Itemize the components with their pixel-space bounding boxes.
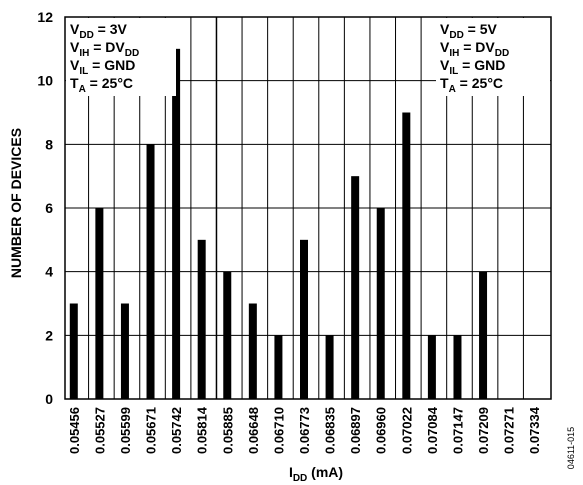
x-tick-label: 0.05742 <box>169 407 184 454</box>
x-tick-labels: 0.05456 0.05527 0.05599 0.05671 0.05742 0.058… <box>67 406 542 454</box>
condition-box-bg <box>436 18 550 96</box>
x-tick-label: 0.07271 <box>502 407 517 454</box>
x-tick-label: 0.07147 <box>450 407 465 454</box>
y-tick-label: 4 <box>45 264 53 280</box>
condition-line: VDD = 5V <box>440 21 498 41</box>
y-tick-label: 6 <box>45 200 53 216</box>
x-tick-label: 0.07022 <box>399 407 414 454</box>
condition-line: VIH = DVDD <box>70 39 139 59</box>
bar <box>453 335 462 399</box>
condition-line: VIL = GND <box>440 57 505 77</box>
bar <box>95 208 104 399</box>
condition-box-bg <box>66 18 176 96</box>
bar <box>120 303 129 399</box>
condition-line: TA = 25°C <box>440 75 503 95</box>
x-tick-label: 0.05527 <box>92 407 107 454</box>
x-tick-label: 0.06773 <box>297 407 312 454</box>
bar <box>69 303 78 399</box>
x-tick-label: 0.05671 <box>144 407 159 454</box>
bar <box>197 239 206 399</box>
x-tick-label: 0.05885 <box>220 407 235 454</box>
bar <box>402 112 411 399</box>
x-tick-label: 0.06648 <box>246 407 261 454</box>
bars <box>69 48 488 399</box>
bar <box>479 271 488 399</box>
bar <box>223 271 232 399</box>
y-tick-label: 2 <box>45 327 53 343</box>
x-tick-label: 0.05599 <box>118 407 133 454</box>
bar <box>172 48 181 399</box>
y-tick-label: 8 <box>45 136 53 152</box>
x-tick-label: 0.06897 <box>348 407 363 454</box>
condition-line: VIL = GND <box>70 57 135 77</box>
bar <box>146 144 155 399</box>
y-axis-label: NUMBER OF DEVICES <box>8 128 24 278</box>
bar <box>248 303 257 399</box>
condition-line: TA = 25°C <box>70 75 133 95</box>
x-tick-label: 0.06835 <box>323 407 338 454</box>
x-tick-label: 0.07334 <box>527 406 542 454</box>
bar <box>376 208 385 399</box>
x-tick-label: 0.06960 <box>374 407 389 454</box>
x-tick-label: 0.07209 <box>476 407 491 454</box>
condition-line: VIH = DVDD <box>440 39 509 59</box>
condition-line: VDD = 3V <box>70 21 128 41</box>
y-tick-label: 0 <box>45 391 53 407</box>
bar <box>274 335 283 399</box>
plot-frame <box>64 16 552 400</box>
bar <box>325 335 334 399</box>
y-tick-labels: 0 2 4 6 8 10 12 <box>37 9 53 407</box>
bar <box>351 176 360 399</box>
x-tick-label: 0.05814 <box>195 406 210 454</box>
x-tick-label: 0.05456 <box>67 407 82 454</box>
y-tick-label: 12 <box>37 9 53 25</box>
bar <box>427 335 436 399</box>
y-tick-label: 10 <box>37 73 53 89</box>
bar <box>300 239 308 399</box>
x-axis-label: IDD (mA) <box>289 464 343 484</box>
figure-id: 04611-015 <box>566 427 576 469</box>
x-tick-label: 0.07084 <box>425 406 440 454</box>
x-tick-label: 0.06710 <box>271 407 286 454</box>
